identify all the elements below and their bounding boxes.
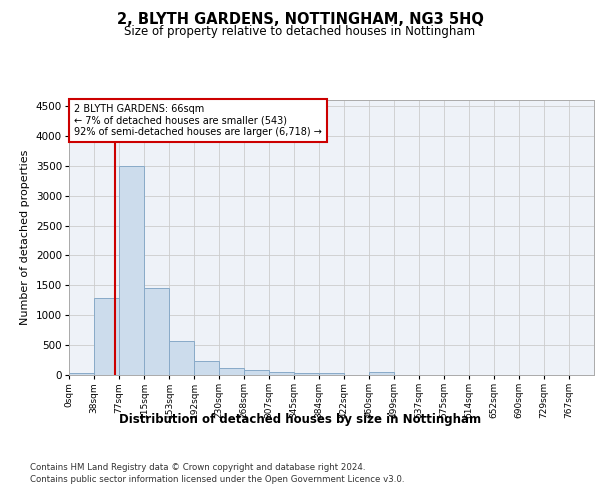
Bar [294, 372, 319, 375]
Text: Contains public sector information licensed under the Open Government Licence v3: Contains public sector information licen… [30, 475, 404, 484]
Bar [94, 298, 119, 375]
Bar [119, 166, 144, 375]
Text: Contains HM Land Registry data © Crown copyright and database right 2024.: Contains HM Land Registry data © Crown c… [30, 462, 365, 471]
Bar [194, 360, 219, 375]
Bar [69, 372, 94, 375]
Bar [244, 370, 269, 375]
Text: Size of property relative to detached houses in Nottingham: Size of property relative to detached ho… [124, 25, 476, 38]
Bar [319, 373, 344, 375]
Text: Distribution of detached houses by size in Nottingham: Distribution of detached houses by size … [119, 412, 481, 426]
Bar [144, 288, 169, 375]
Text: 2, BLYTH GARDENS, NOTTINGHAM, NG3 5HQ: 2, BLYTH GARDENS, NOTTINGHAM, NG3 5HQ [116, 12, 484, 28]
Y-axis label: Number of detached properties: Number of detached properties [20, 150, 30, 325]
Bar [269, 372, 294, 375]
Bar [219, 368, 244, 375]
Bar [369, 372, 394, 375]
Text: 2 BLYTH GARDENS: 66sqm
← 7% of detached houses are smaller (543)
92% of semi-det: 2 BLYTH GARDENS: 66sqm ← 7% of detached … [74, 104, 322, 138]
Bar [169, 340, 194, 375]
